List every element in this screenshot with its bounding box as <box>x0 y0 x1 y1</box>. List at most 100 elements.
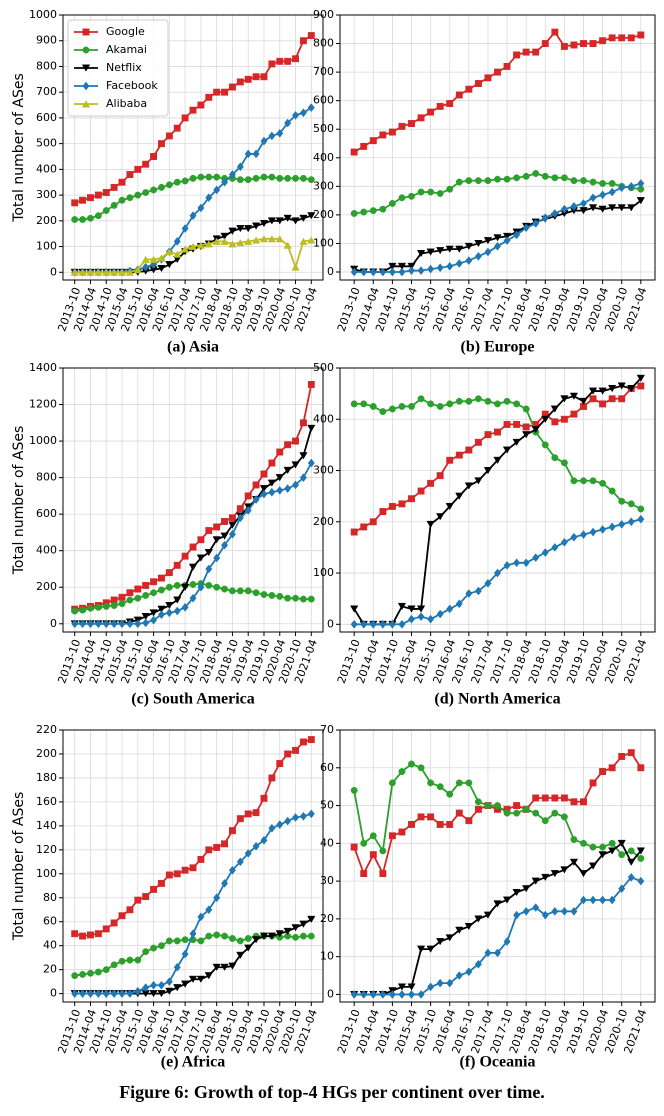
marker <box>307 932 315 940</box>
marker <box>360 619 368 629</box>
marker <box>244 935 252 942</box>
marker <box>579 397 588 406</box>
marker <box>221 518 228 525</box>
marker <box>522 558 530 568</box>
marker <box>276 128 284 138</box>
marker <box>513 400 521 408</box>
marker <box>87 194 94 202</box>
marker <box>299 932 307 940</box>
marker <box>379 990 387 999</box>
marker <box>513 809 521 817</box>
marker <box>134 986 142 996</box>
marker <box>299 452 308 460</box>
marker <box>388 990 396 999</box>
marker <box>244 849 252 858</box>
marker <box>522 906 530 916</box>
marker <box>142 581 150 589</box>
y-tick-label: 50 <box>320 799 334 812</box>
marker <box>599 190 607 200</box>
marker <box>173 596 182 604</box>
marker <box>369 137 377 145</box>
marker <box>180 245 190 253</box>
marker <box>398 267 406 277</box>
marker <box>512 888 521 897</box>
marker <box>455 397 463 405</box>
marker <box>398 500 406 508</box>
marker <box>205 905 213 915</box>
marker <box>398 619 406 629</box>
marker <box>493 456 502 464</box>
marker <box>503 62 511 70</box>
marker <box>522 405 530 413</box>
y-tick-label: 20 <box>43 963 57 976</box>
marker <box>118 619 126 629</box>
marker <box>436 513 445 521</box>
marker <box>618 519 626 529</box>
y-tick-label: 0 <box>50 617 57 630</box>
marker <box>494 68 501 76</box>
marker <box>180 583 190 591</box>
marker <box>407 266 416 275</box>
marker <box>608 764 616 772</box>
marker <box>236 78 244 86</box>
marker <box>94 191 102 199</box>
marker <box>551 174 559 182</box>
marker <box>260 489 268 499</box>
marker <box>188 242 198 251</box>
marker <box>196 241 206 249</box>
marker <box>268 173 276 181</box>
marker <box>579 895 588 905</box>
marker <box>82 81 90 91</box>
marker <box>142 893 150 901</box>
marker <box>379 408 387 416</box>
marker <box>150 153 158 160</box>
marker <box>464 482 473 490</box>
y-tick-label: 900 <box>36 34 57 47</box>
marker <box>636 197 645 205</box>
marker <box>189 543 197 551</box>
marker <box>181 224 189 233</box>
marker <box>417 395 425 403</box>
marker <box>87 604 94 612</box>
marker <box>221 177 229 187</box>
figure-caption: Figure 6: Growth of top-4 HGs per contin… <box>119 1082 545 1102</box>
panel-subtitle: (c) South America <box>131 691 255 708</box>
marker <box>213 931 221 939</box>
marker <box>369 851 377 859</box>
marker <box>398 768 406 776</box>
marker <box>427 479 435 487</box>
marker <box>522 431 531 439</box>
marker <box>213 843 221 851</box>
marker <box>532 553 540 563</box>
marker <box>427 108 435 116</box>
marker <box>522 172 530 180</box>
marker <box>617 204 626 212</box>
marker <box>252 495 260 504</box>
marker <box>350 990 358 999</box>
marker <box>369 832 377 840</box>
y-axis-label: Total number of ASes <box>11 73 27 223</box>
marker <box>522 805 530 813</box>
marker <box>213 583 221 591</box>
marker <box>275 217 284 225</box>
marker <box>512 438 521 447</box>
marker <box>416 945 426 953</box>
marker <box>141 613 150 621</box>
marker <box>110 989 118 999</box>
marker <box>417 764 425 772</box>
marker <box>608 847 617 855</box>
marker <box>149 990 158 998</box>
marker <box>580 177 587 185</box>
marker <box>369 619 377 629</box>
y-tick-label: 200 <box>36 747 57 760</box>
marker <box>236 225 245 233</box>
marker <box>126 956 134 964</box>
marker <box>465 446 473 454</box>
marker <box>260 591 268 598</box>
marker <box>550 870 559 878</box>
marker <box>307 236 316 244</box>
marker <box>180 980 190 988</box>
marker <box>531 877 540 885</box>
marker <box>608 839 616 847</box>
marker <box>142 618 150 628</box>
